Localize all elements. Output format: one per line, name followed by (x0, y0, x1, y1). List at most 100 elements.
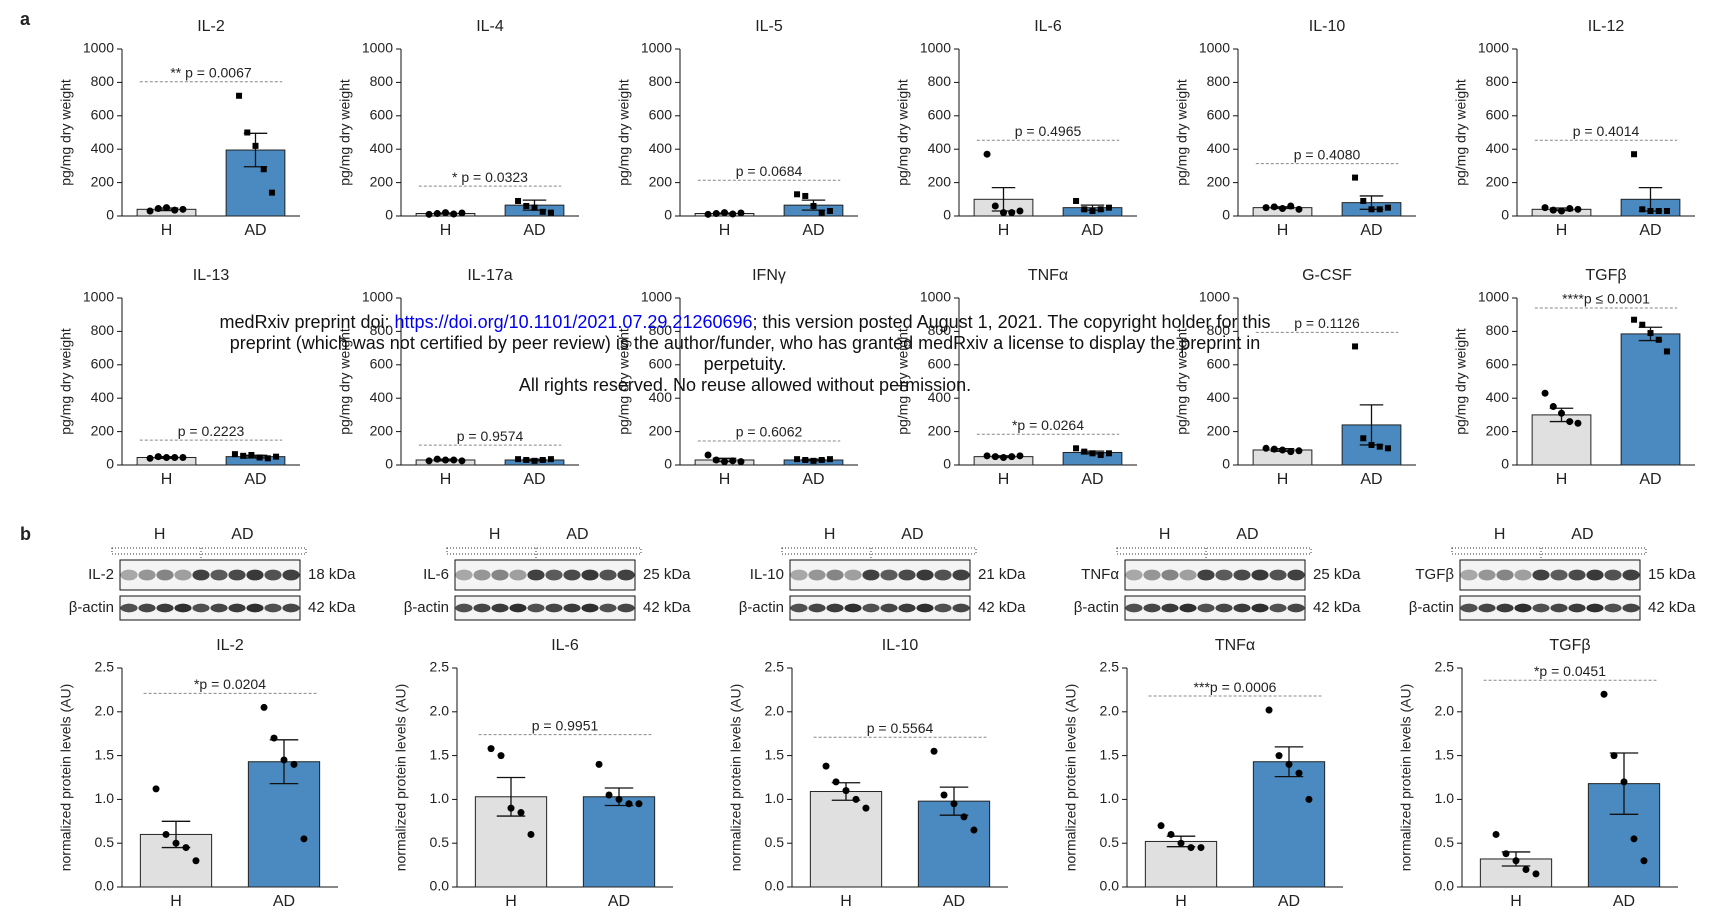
data-point (1550, 207, 1557, 214)
data-point (721, 458, 728, 465)
data-point (984, 151, 991, 158)
x-tick-label: AD (1278, 893, 1300, 910)
annotation: p = 0.5564 (867, 720, 934, 736)
x-tick-label: AD (523, 222, 545, 239)
chart-title: IL-13 (193, 267, 230, 284)
data-point (153, 785, 160, 792)
data-point (1522, 866, 1529, 873)
data-point (960, 813, 967, 820)
chart-title: IL-2 (197, 18, 225, 35)
blot-label: β-actin (739, 599, 784, 616)
y-tick-label: 200 (1207, 173, 1231, 189)
data-point (1073, 198, 1079, 204)
band (138, 570, 155, 581)
data-point (1621, 778, 1628, 785)
annotation: p = 0.0684 (736, 163, 803, 179)
group-label: H (824, 526, 836, 543)
band (563, 604, 580, 613)
blot-label: β-actin (404, 599, 449, 616)
band (1161, 604, 1178, 613)
data-point (192, 857, 199, 864)
y-tick-label: 1000 (83, 40, 114, 56)
data-point (616, 796, 623, 803)
kda-label: 25 kDa (1313, 566, 1361, 583)
data-point (1493, 831, 1500, 838)
band (527, 604, 544, 613)
data-point (1648, 208, 1654, 214)
doi-link[interactable]: https://doi.org/10.1101/2021.07.29.21260… (395, 312, 753, 332)
blot-label: IL-10 (750, 566, 784, 583)
chart-title: IL-5 (755, 18, 783, 35)
y-tick-label: 1.5 (1435, 746, 1455, 762)
y-tick-label: 1000 (362, 40, 393, 56)
figure: a b HADIL-2β-actin18 kDa42 kDaHADIL-6β-a… (0, 0, 1711, 915)
band (581, 604, 598, 613)
chart-title: TNFα (1028, 267, 1068, 284)
y-tick-label: 0.5 (95, 834, 115, 850)
y-axis-label: normalized protein levels (AU) (728, 684, 744, 872)
data-point (1558, 207, 1565, 214)
annotation: *p = 0.0451 (1534, 663, 1606, 679)
band (880, 570, 897, 581)
data-point (1630, 835, 1637, 842)
y-tick-label: 0.5 (765, 834, 785, 850)
group-bracket (782, 548, 976, 554)
bar (1621, 334, 1680, 465)
y-tick-label: 400 (928, 140, 952, 156)
data-point (941, 792, 948, 799)
y-tick-label: 2.0 (95, 703, 115, 719)
data-point (434, 456, 441, 463)
page: a b HADIL-2β-actin18 kDa42 kDaHADIL-6β-a… (0, 0, 1711, 915)
data-point (1639, 322, 1645, 328)
data-point (1369, 206, 1375, 212)
band (898, 570, 915, 581)
data-point (1098, 206, 1104, 212)
data-point (802, 193, 808, 199)
data-point (261, 704, 268, 711)
band (210, 570, 227, 581)
y-tick-label: 1.5 (95, 746, 115, 762)
band (844, 604, 861, 613)
x-tick-label: AD (1639, 471, 1661, 488)
band (1586, 604, 1603, 613)
band (1550, 570, 1567, 581)
data-point (737, 209, 744, 216)
y-tick-label: 400 (1486, 140, 1510, 156)
data-point (248, 452, 254, 458)
data-point (635, 800, 642, 807)
data-point (271, 735, 278, 742)
y-tick-label: 0 (385, 207, 393, 223)
data-point (147, 455, 154, 462)
annotation: ** p = 0.0067 (170, 64, 252, 80)
group-label: AD (566, 526, 588, 543)
data-point (1611, 752, 1618, 759)
x-tick-label: H (1510, 893, 1522, 910)
x-tick-label: AD (273, 893, 295, 910)
y-axis-label: pg/mg dry weight (616, 79, 632, 186)
y-tick-label: 400 (649, 140, 673, 156)
group-bracket (1452, 548, 1646, 554)
data-point (1016, 452, 1023, 459)
data-point (1279, 205, 1286, 212)
chart-title: IL-10 (882, 637, 919, 654)
band (455, 604, 472, 613)
x-tick-label: AD (523, 471, 545, 488)
data-point (523, 457, 529, 463)
data-point (1377, 206, 1383, 212)
y-tick-label: 0.5 (1435, 834, 1455, 850)
band (228, 570, 245, 581)
y-tick-label: 600 (649, 107, 673, 123)
band (1586, 570, 1603, 581)
band (1604, 604, 1621, 613)
annotation: p = 0.6062 (736, 424, 803, 440)
band (808, 604, 825, 613)
blot-label: IL-2 (88, 566, 114, 583)
y-tick-label: 1000 (641, 40, 672, 56)
data-point (1377, 444, 1383, 450)
blot-label: TGFβ (1415, 566, 1454, 583)
x-tick-label: AD (244, 471, 266, 488)
y-tick-label: 2.0 (1435, 703, 1455, 719)
band (1233, 570, 1250, 581)
x-tick-label: H (998, 222, 1010, 239)
y-tick-label: 600 (1486, 107, 1510, 123)
